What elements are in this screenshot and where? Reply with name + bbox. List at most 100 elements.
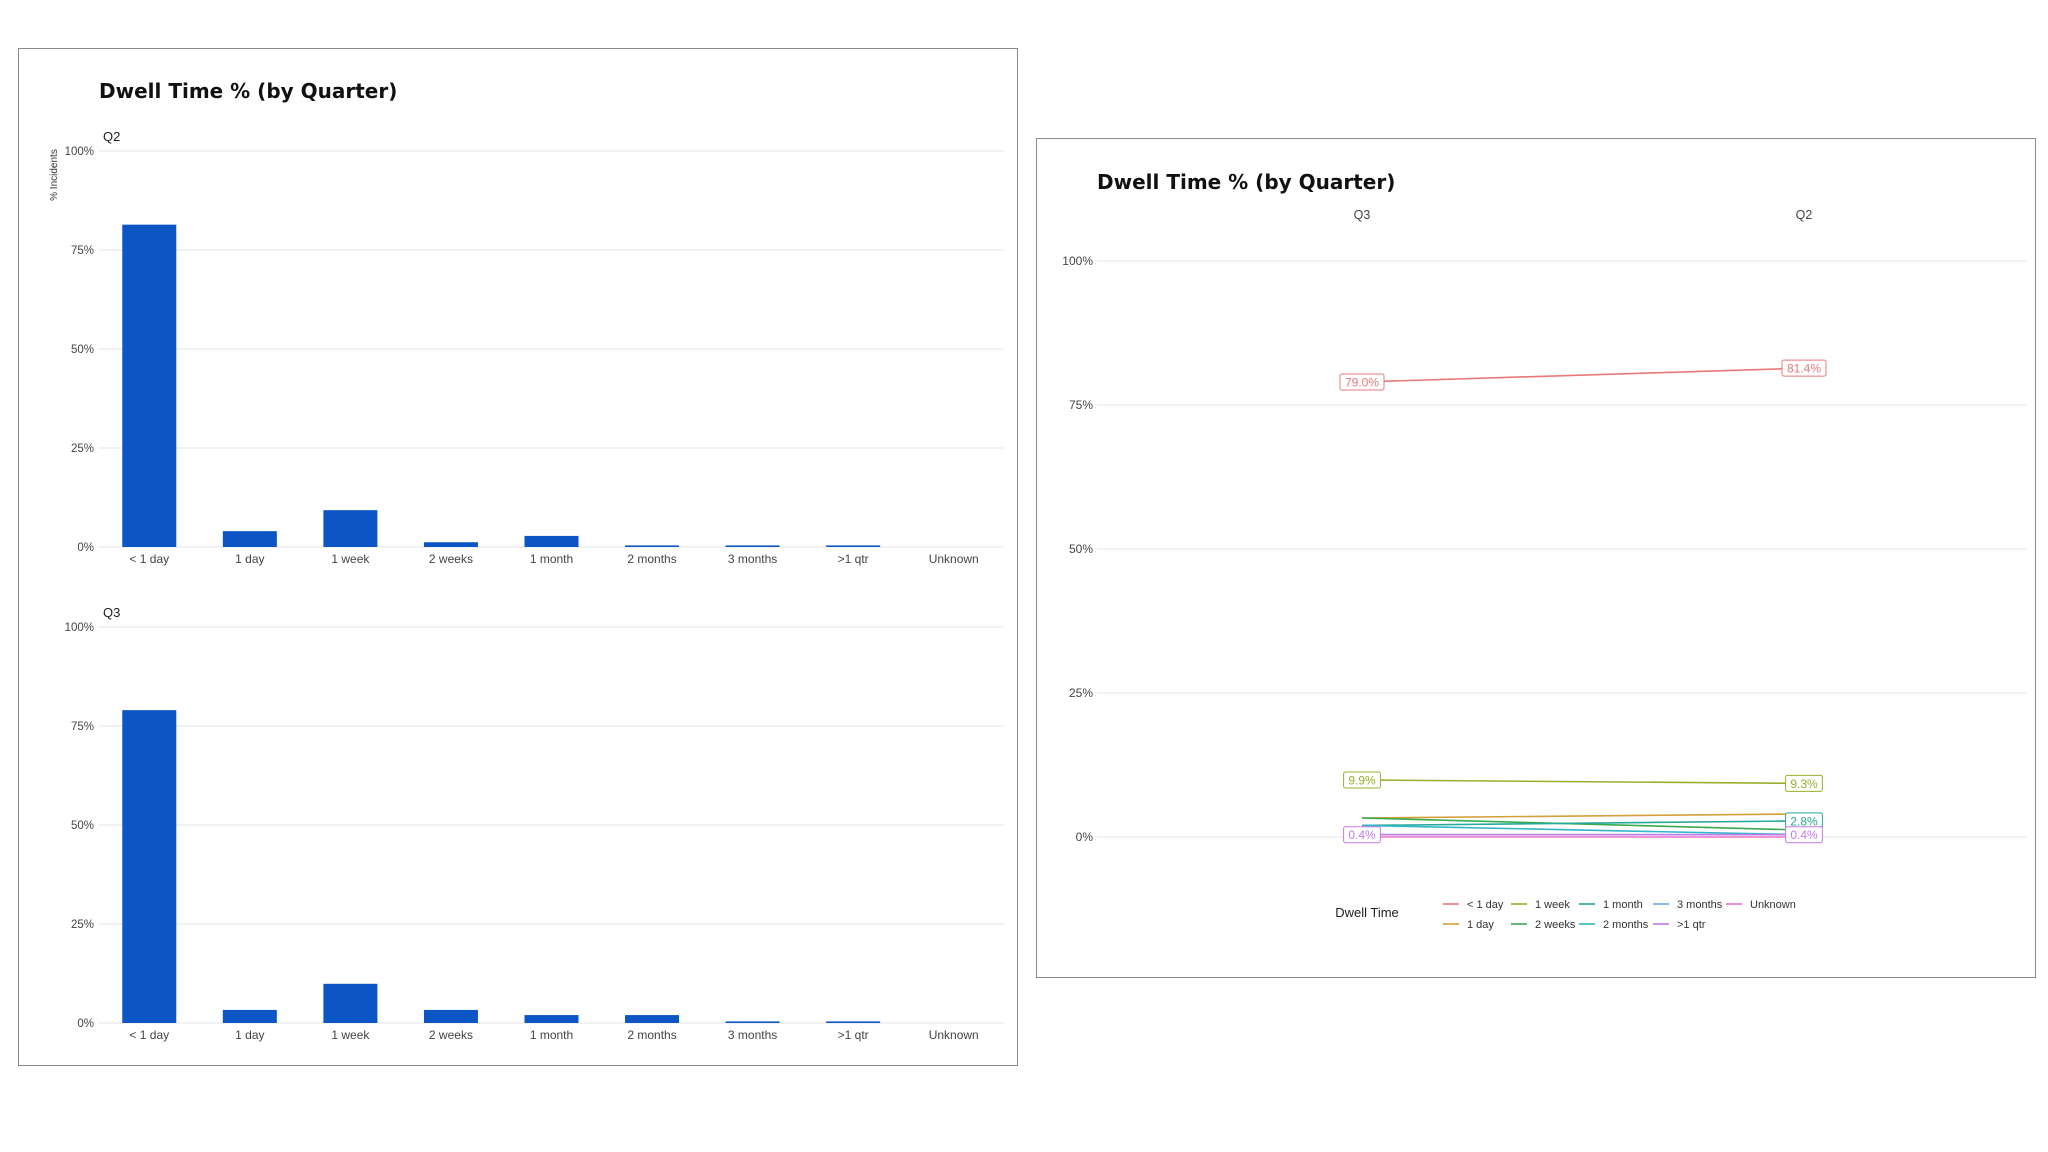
x-tick-label: Unknown	[929, 1028, 979, 1042]
bar-q3-6	[725, 1021, 780, 1023]
y-tick-label: 75%	[71, 245, 94, 257]
x-tick-label: 1 week	[331, 1028, 370, 1042]
line-chart-panel: Dwell Time % (by Quarter) 0% 25% 50% 75% 100…	[1036, 138, 2036, 978]
y-tick-label: 25%	[71, 919, 94, 931]
bar-y-axis-label: % Incidents	[49, 149, 60, 201]
series-line-0	[1361, 367, 1805, 383]
legend-item: 2 months	[1579, 919, 1649, 931]
bar-q2-7	[826, 545, 881, 547]
x-tick-label: 2 weeks	[429, 552, 473, 566]
bar-chart: % Incidents Q2 0% 25% 50% 75% 100% < 1 day 1 day…	[49, 129, 1004, 1042]
bar-q3-2	[323, 983, 378, 1023]
legend-title: Dwell Time	[1335, 905, 1399, 920]
facet-label: Q2	[103, 129, 120, 144]
x-tick-label: 2 months	[627, 1028, 676, 1042]
line-chart-title: Dwell Time % (by Quarter)	[1097, 170, 1396, 194]
data-label: 81.4%	[1781, 359, 1827, 377]
legend-item: >1 qtr	[1653, 919, 1706, 931]
legend-item: 1 month	[1579, 899, 1643, 911]
svg-text:9.9%: 9.9%	[1348, 773, 1376, 787]
bar-q3-0	[122, 710, 177, 1023]
legend-item: 2 weeks	[1511, 919, 1576, 931]
data-label: 9.3%	[1785, 774, 1823, 792]
x-tick-label: >1 qtr	[838, 1028, 869, 1042]
y-tick-label: 50%	[71, 344, 94, 356]
legend: Dwell Time < 1 day 1 day 1 week 2 weeks 1 mon…	[1335, 899, 1796, 931]
x-tick-label: Q3	[1354, 208, 1371, 222]
svg-text:3 months: 3 months	[1677, 899, 1723, 911]
svg-text:1 week: 1 week	[1535, 899, 1570, 911]
series-line-3	[1361, 817, 1805, 831]
series-line-1	[1361, 813, 1805, 819]
bar-q2-3	[423, 542, 478, 547]
bar-q3-4	[524, 1015, 579, 1023]
legend-item: < 1 day	[1443, 899, 1504, 911]
bar-chart-panel: Dwell Time % (by Quarter) % Incidents Q2 0…	[18, 48, 1018, 1066]
y-tick-label: 100%	[65, 622, 94, 634]
svg-text:1 month: 1 month	[1603, 899, 1643, 911]
bar-q2-5	[625, 545, 680, 547]
x-tick-label: 1 day	[235, 552, 264, 566]
x-tick-label: 1 month	[530, 552, 573, 566]
facet-label: Q3	[103, 605, 120, 620]
x-tick-label: 3 months	[728, 552, 777, 566]
svg-text:79.0%: 79.0%	[1345, 375, 1379, 389]
bar-q2-6	[725, 545, 780, 547]
legend-item: 3 months	[1653, 899, 1723, 911]
y-tick-label: 75%	[71, 721, 94, 733]
x-tick-label: 2 months	[627, 552, 676, 566]
svg-text:< 1 day: < 1 day	[1467, 899, 1504, 911]
bar-q3-3	[423, 1009, 478, 1023]
legend-item: 1 day	[1443, 919, 1494, 931]
y-tick-label: 0%	[77, 1018, 94, 1030]
series-line-5	[1361, 824, 1805, 836]
svg-text:0.4%: 0.4%	[1790, 828, 1818, 842]
svg-text:2 weeks: 2 weeks	[1535, 919, 1576, 931]
data-label: 9.9%	[1343, 771, 1381, 789]
y-tick-label: 50%	[71, 820, 94, 832]
svg-text:2.8%: 2.8%	[1790, 814, 1818, 828]
facet-q2: Q2 0% 25% 50% 75% 100% < 1 day 1 day 1 week 2 wee…	[65, 129, 1004, 566]
bar-q3-5	[625, 1015, 680, 1023]
x-tick-label: 1 day	[235, 1028, 264, 1042]
svg-text:2 months: 2 months	[1603, 919, 1649, 931]
bar-q2-4	[524, 535, 579, 547]
y-tick-label: 25%	[71, 443, 94, 455]
svg-text:81.4%: 81.4%	[1787, 362, 1821, 376]
x-tick-label: < 1 day	[129, 552, 169, 566]
svg-text:>1 qtr: >1 qtr	[1677, 919, 1706, 931]
x-tick-label: 3 months	[728, 1028, 777, 1042]
data-label: 0.4%	[1785, 826, 1823, 844]
x-tick-label: < 1 day	[129, 1028, 169, 1042]
x-tick-label: Unknown	[929, 552, 979, 566]
series-line-2	[1361, 779, 1805, 785]
bar-q2-0	[122, 224, 177, 547]
svg-text:9.3%: 9.3%	[1790, 777, 1818, 791]
svg-text:1 day: 1 day	[1467, 919, 1494, 931]
x-tick-label: 2 weeks	[429, 1028, 473, 1042]
legend-item: 1 week	[1511, 899, 1570, 911]
facet-q3: Q3 0% 25% 50% 75% 100% < 1 day 1 day 1 week 2 wee…	[65, 605, 1004, 1042]
legend-item: Unknown	[1726, 899, 1796, 911]
y-tick-label: 100%	[65, 146, 94, 158]
y-tick-label: 50%	[1069, 542, 1093, 556]
bar-q3-7	[826, 1021, 881, 1023]
y-tick-label: 0%	[1076, 830, 1094, 844]
x-tick-label: >1 qtr	[838, 552, 869, 566]
y-tick-label: 100%	[1062, 254, 1093, 268]
x-tick-label: 1 week	[331, 552, 370, 566]
data-label: 0.4%	[1343, 826, 1381, 844]
y-tick-label: 25%	[1069, 686, 1093, 700]
data-label: 79.0%	[1339, 373, 1385, 391]
bar-q2-1	[222, 531, 277, 547]
y-tick-label: 75%	[1069, 398, 1093, 412]
bar-q3-1	[222, 1009, 277, 1023]
x-tick-label: Q2	[1796, 208, 1813, 222]
svg-text:Unknown: Unknown	[1750, 899, 1796, 911]
bar-q2-2	[323, 510, 378, 547]
y-tick-label: 0%	[77, 542, 94, 554]
bar-chart-title: Dwell Time % (by Quarter)	[99, 79, 398, 103]
series-line-4	[1361, 820, 1805, 827]
svg-text:0.4%: 0.4%	[1348, 828, 1376, 842]
x-tick-label: 1 month	[530, 1028, 573, 1042]
